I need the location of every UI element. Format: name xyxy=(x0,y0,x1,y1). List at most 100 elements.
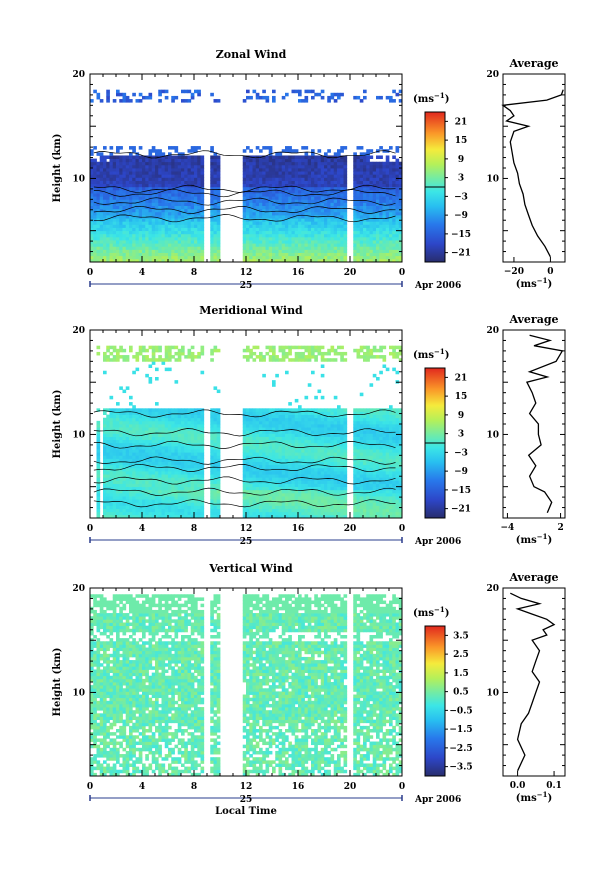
heatmap-cell xyxy=(197,180,201,185)
heatmap-cell xyxy=(265,474,270,478)
heatmap-cell xyxy=(265,208,270,213)
heatmap-cell xyxy=(122,424,127,428)
heatmap-cell xyxy=(119,215,123,219)
heatmap-cell xyxy=(369,221,374,225)
heatmap-cell xyxy=(252,168,257,172)
heatmap-cell xyxy=(246,193,250,197)
heatmap-cell xyxy=(366,149,370,153)
heatmap-cell xyxy=(366,258,370,263)
heatmap-cell xyxy=(249,417,253,422)
heatmap-cell xyxy=(138,189,143,194)
heatmap-cell xyxy=(242,514,247,519)
heatmap-cell xyxy=(96,345,101,350)
heatmap-cell xyxy=(213,161,218,166)
heatmap-cell xyxy=(262,486,266,491)
heatmap-cell xyxy=(304,183,309,188)
heatmap-cell xyxy=(320,208,325,213)
heatmap-cell xyxy=(272,95,276,100)
heatmap-cell xyxy=(379,215,383,219)
heatmap-cell xyxy=(109,452,114,456)
heatmap-cell xyxy=(265,424,270,428)
heatmap-cell xyxy=(168,180,172,185)
heatmap-cell xyxy=(389,252,393,257)
heatmap-cell xyxy=(106,236,110,241)
heatmap-cell xyxy=(213,202,218,206)
heatmap-cell xyxy=(174,168,179,172)
heatmap-cell xyxy=(246,233,250,238)
heatmap-cell xyxy=(138,168,143,172)
heatmap-cell xyxy=(112,420,117,425)
heatmap-cell xyxy=(252,155,257,159)
heatmap-cell xyxy=(148,483,153,488)
heatmap-cell xyxy=(194,424,198,428)
heatmap-cell xyxy=(200,477,205,481)
heatmap-cell xyxy=(138,489,143,494)
heatmap-cell xyxy=(155,467,159,472)
heatmap-cell xyxy=(106,230,110,235)
heatmap-cell xyxy=(125,480,130,484)
heatmap-cell xyxy=(109,243,114,247)
heatmap-cell xyxy=(272,161,276,166)
heatmap-cell xyxy=(93,230,97,235)
heatmap-cell xyxy=(197,427,201,431)
heatmap-cell xyxy=(119,205,123,210)
heatmap-cell xyxy=(168,252,172,257)
heatmap-cell xyxy=(187,433,192,437)
heatmap-cell xyxy=(116,486,120,491)
heatmap-cell xyxy=(168,249,172,253)
heatmap-cell xyxy=(158,92,162,97)
heatmap-cell xyxy=(314,183,318,188)
heatmap-cell xyxy=(301,211,305,216)
heatmap-cell xyxy=(190,351,195,356)
heatmap-cell xyxy=(177,351,182,356)
heatmap-cell xyxy=(129,402,133,406)
heatmap-cell xyxy=(197,474,201,478)
heatmap-cell xyxy=(138,211,143,216)
heatmap-cell xyxy=(379,95,383,100)
heatmap-cell xyxy=(197,436,201,441)
heatmap-cell xyxy=(174,158,179,163)
heatmap-cell xyxy=(109,489,114,494)
heatmap-cell xyxy=(109,230,114,235)
heatmap-cell xyxy=(135,230,140,235)
heatmap-cell xyxy=(138,458,143,462)
heatmap-cell xyxy=(242,483,247,488)
heatmap-cell xyxy=(265,183,270,188)
heatmap-cell xyxy=(242,199,247,203)
heatmap-cell xyxy=(184,511,188,516)
heatmap-cell xyxy=(327,230,331,235)
heatmap-cell xyxy=(272,99,276,103)
heatmap-cell xyxy=(151,442,156,447)
heatmap-cell xyxy=(106,221,110,225)
heatmap-cell xyxy=(246,483,250,488)
heatmap-cell xyxy=(99,183,104,188)
heatmap-cell xyxy=(164,249,169,253)
heatmap-cell xyxy=(164,230,169,235)
heatmap-cell xyxy=(314,180,318,185)
heatmap-cell xyxy=(187,224,192,228)
heatmap-cell xyxy=(151,252,156,257)
heatmap-cell xyxy=(103,183,107,188)
heatmap-cell xyxy=(363,168,367,172)
heatmap-cell xyxy=(376,243,380,247)
heatmap-cell xyxy=(333,158,338,163)
heatmap-cell xyxy=(138,408,143,412)
heatmap-cell xyxy=(262,427,266,431)
heatmap-cell xyxy=(255,161,260,166)
heatmap-cell xyxy=(307,233,312,238)
heatmap-cell xyxy=(138,496,143,500)
heatmap-cell xyxy=(112,496,117,500)
heatmap-cell xyxy=(122,95,127,100)
heatmap-cell xyxy=(168,205,172,210)
heatmap-cell xyxy=(210,189,214,194)
heatmap-cell xyxy=(184,205,188,210)
heatmap-cell xyxy=(353,227,357,232)
heatmap-cell xyxy=(194,483,198,488)
heatmap-cell xyxy=(181,252,185,257)
heatmap-cell xyxy=(291,227,296,232)
heatmap-cell xyxy=(356,202,361,206)
heatmap-cell xyxy=(275,171,279,175)
heatmap-cell xyxy=(145,236,149,241)
heatmap-cell xyxy=(106,420,110,425)
heatmap-cell xyxy=(197,417,201,422)
